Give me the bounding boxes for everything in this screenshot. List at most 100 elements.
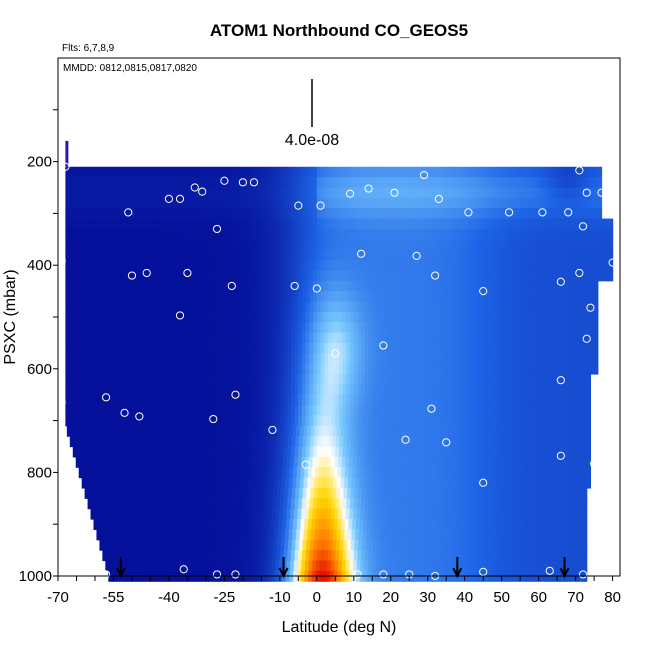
heatmap-cell <box>80 270 85 282</box>
heatmap-cell <box>80 197 85 209</box>
heatmap-cell <box>150 363 155 375</box>
heatmap-cell <box>575 260 580 271</box>
heatmap-cell <box>270 519 276 530</box>
heatmap-cell <box>335 166 340 178</box>
heatmap-cell <box>188 487 193 499</box>
heatmap-cell <box>501 394 506 406</box>
heatmap-cell <box>583 239 588 251</box>
heatmap-cell <box>412 456 417 468</box>
heatmap-cell <box>453 228 458 240</box>
heatmap-cell <box>472 436 478 448</box>
heatmap-cell <box>305 332 311 344</box>
heatmap-cell <box>317 487 322 499</box>
heatmap-cell <box>520 394 525 406</box>
heatmap-cell <box>272 301 277 313</box>
heatmap-cell <box>431 363 436 375</box>
heatmap-cell <box>205 218 211 230</box>
heatmap-cell <box>216 228 222 240</box>
heatmap-cell <box>438 301 444 313</box>
heatmap-cell <box>446 208 451 220</box>
heatmap-cell <box>335 239 340 251</box>
heatmap-cell <box>542 384 547 396</box>
heatmap-cell <box>496 467 501 479</box>
heatmap-cell <box>571 197 577 209</box>
heatmap-cell <box>379 311 384 323</box>
heatmap-cell <box>398 187 403 199</box>
heatmap-cell <box>475 342 481 354</box>
heatmap-cell <box>157 291 163 303</box>
heatmap-cell <box>421 425 427 437</box>
heatmap-cell <box>213 177 218 189</box>
heatmap-cell <box>219 508 225 520</box>
heatmap-cell <box>375 291 381 303</box>
heatmap-cell <box>520 446 525 458</box>
heatmap-cell <box>563 519 568 530</box>
heatmap-cell <box>442 353 447 365</box>
heatmap-cell <box>505 166 510 178</box>
heatmap-cell <box>420 353 425 365</box>
heatmap-cell <box>205 384 211 396</box>
heatmap-cell <box>216 260 222 271</box>
heatmap-cell <box>198 332 203 344</box>
heatmap-cell <box>80 332 85 344</box>
heatmap-cell <box>209 446 214 458</box>
heatmap-cell <box>191 301 196 313</box>
heatmap-cell <box>83 342 89 354</box>
heatmap-cell <box>180 363 185 375</box>
heatmap-cell <box>172 260 177 271</box>
heatmap-cell <box>191 187 196 199</box>
heatmap-cell <box>494 239 499 251</box>
heatmap-cell <box>168 280 174 292</box>
heatmap-cell <box>187 384 192 396</box>
heatmap-cell <box>124 342 129 354</box>
heatmap-cell <box>387 311 392 323</box>
heatmap-cell <box>390 384 396 396</box>
heatmap-cell <box>231 270 237 282</box>
heatmap-cell <box>375 218 381 230</box>
heatmap-cell <box>242 456 247 468</box>
heatmap-cell <box>123 456 129 468</box>
heatmap-cell <box>268 363 274 375</box>
heatmap-cell <box>224 228 229 240</box>
heatmap-cell <box>371 508 376 520</box>
heatmap-cell <box>111 467 117 479</box>
heatmap-cell <box>279 332 285 344</box>
heatmap-cell <box>324 280 329 292</box>
heatmap-cell <box>387 197 392 209</box>
heatmap-cell <box>409 239 414 251</box>
heatmap-cell <box>94 415 100 427</box>
heatmap-cell <box>412 228 418 240</box>
heatmap-cell <box>412 239 418 251</box>
heatmap-cell <box>298 301 303 313</box>
heatmap-cell <box>250 353 255 365</box>
heatmap-cell <box>246 280 251 292</box>
heatmap-cell <box>405 353 410 365</box>
heatmap-cell <box>479 332 484 344</box>
heatmap-cell <box>251 477 257 489</box>
heatmap-cell <box>287 373 292 385</box>
heatmap-cell <box>180 415 185 427</box>
heatmap-cell <box>436 477 441 489</box>
heatmap-cell <box>542 353 547 365</box>
heatmap-cell <box>461 218 466 230</box>
heatmap-cell <box>327 446 333 458</box>
heatmap-cell <box>256 456 262 468</box>
heatmap-cell <box>571 249 577 261</box>
heatmap-cell <box>594 353 599 365</box>
heatmap-cell <box>353 291 359 303</box>
heatmap-cell <box>361 342 366 354</box>
heatmap-cell <box>117 394 122 406</box>
heatmap-cell <box>490 332 495 344</box>
heatmap-cell <box>213 446 218 458</box>
heatmap-cell <box>124 177 129 189</box>
heatmap-cell <box>361 363 366 375</box>
heatmap-cell <box>367 456 373 468</box>
heatmap-cell <box>310 487 315 499</box>
heatmap-cell <box>197 508 203 520</box>
heatmap-cell <box>104 519 109 530</box>
heatmap-cell <box>216 291 222 303</box>
heatmap-cell <box>512 280 518 292</box>
heatmap-cell <box>568 301 573 313</box>
heatmap-cell <box>294 218 299 230</box>
heatmap-cell <box>183 177 189 189</box>
